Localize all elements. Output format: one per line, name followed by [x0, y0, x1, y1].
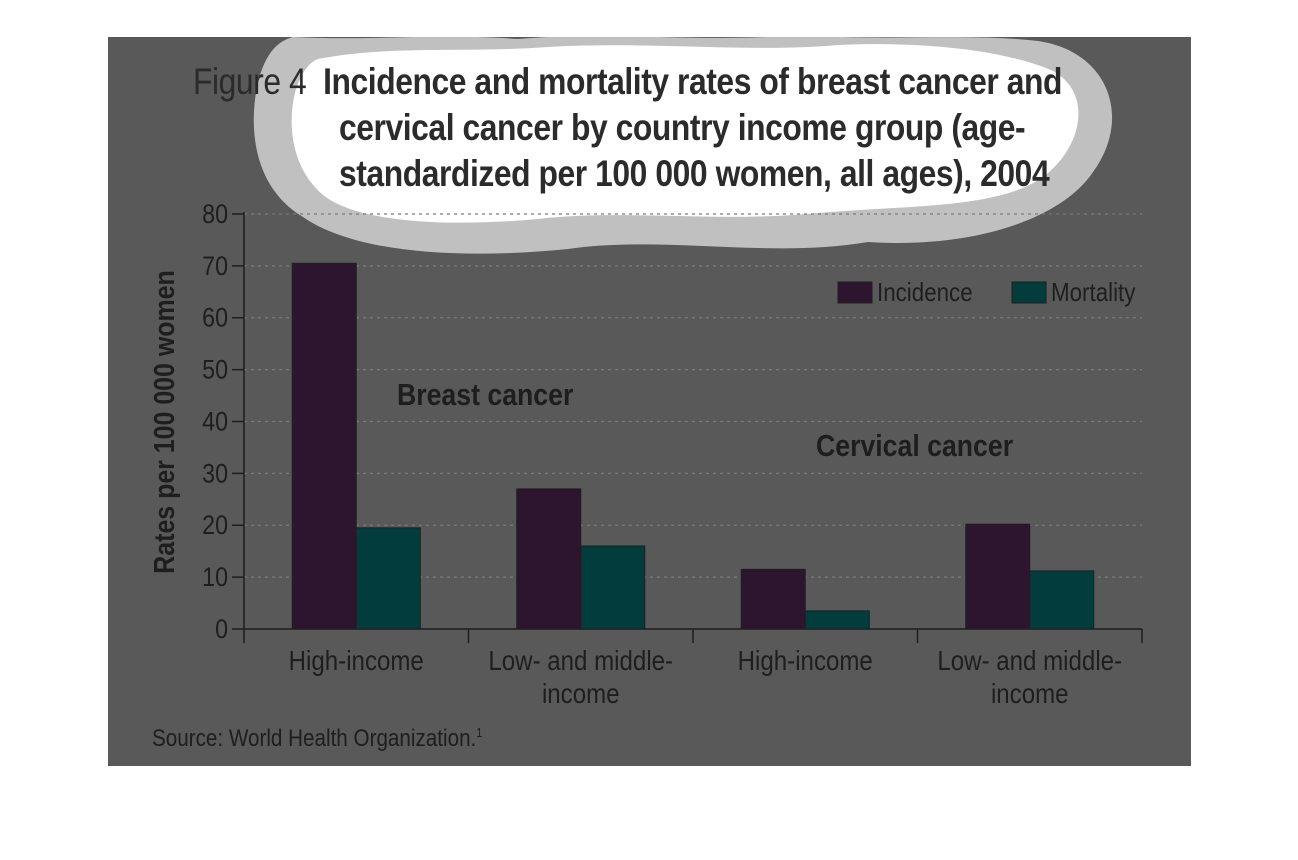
x-tick-label-1-1: income: [542, 677, 620, 709]
x-tick-label-2-0: High-income: [738, 644, 873, 676]
legend-label-incidence: Incidence: [877, 278, 973, 307]
bar-chart: 0 10 20 30 40 50 60 70 80 Rates per 100 000 women…: [148, 199, 1143, 709]
title-line-1: Figure 4 Incidence and mortality rates o…: [193, 61, 1062, 103]
x-tick-label-1-0: Low- and middle-: [488, 644, 673, 676]
bar-mortality-0: [355, 527, 421, 630]
y-tick-label-40: 40: [202, 407, 228, 437]
group-label-1: Cervical cancer: [816, 429, 1013, 463]
legend-label-mortality: Mortality: [1051, 278, 1136, 307]
bar-incidence-2: [740, 568, 806, 630]
y-tick-label-10: 10: [202, 563, 228, 593]
x-tick-label-3-0: Low- and middle-: [937, 644, 1122, 676]
y-tick-label-60: 60: [202, 303, 228, 333]
title-text-1: Incidence and mortality rates of breast …: [323, 61, 1063, 102]
y-tick-label-0: 0: [215, 614, 228, 644]
bar-incidence-0: [291, 262, 357, 630]
source-note: Source: World Health Organization.1: [152, 725, 483, 753]
source-text: Source: World Health Organization.: [152, 725, 477, 752]
title-line-3: standardized per 100 000 women, all ages…: [339, 153, 1050, 194]
y-tick-label-80: 80: [202, 199, 228, 229]
group-label-0: Breast cancer: [397, 378, 573, 412]
bar-mortality-3: [1029, 570, 1095, 630]
title-line-2: cervical cancer by country income group …: [339, 107, 1026, 148]
y-axis-title: Rates per 100 000 women: [148, 270, 180, 573]
bar-mortality-2: [804, 610, 870, 630]
y-tick-label-50: 50: [202, 355, 228, 385]
bar-mortality-1: [580, 545, 646, 630]
figure-label: Figure 4: [193, 61, 307, 102]
x-tick-label-3-1: income: [991, 677, 1069, 709]
x-tick-label-0-0: High-income: [289, 644, 424, 676]
bar-incidence-3: [965, 523, 1031, 630]
source-reference: 1: [476, 725, 483, 740]
legend-swatch-incidence: [837, 281, 873, 304]
bar-incidence-1: [516, 488, 582, 630]
y-tick-label-20: 20: [202, 511, 228, 541]
highlight-blob: [253, 37, 1113, 254]
y-tick-label-70: 70: [202, 251, 228, 281]
figure-panel: Figure 4 Incidence and mortality rates o…: [108, 37, 1191, 766]
legend-swatch-mortality: [1011, 281, 1047, 304]
y-tick-label-30: 30: [202, 459, 228, 489]
